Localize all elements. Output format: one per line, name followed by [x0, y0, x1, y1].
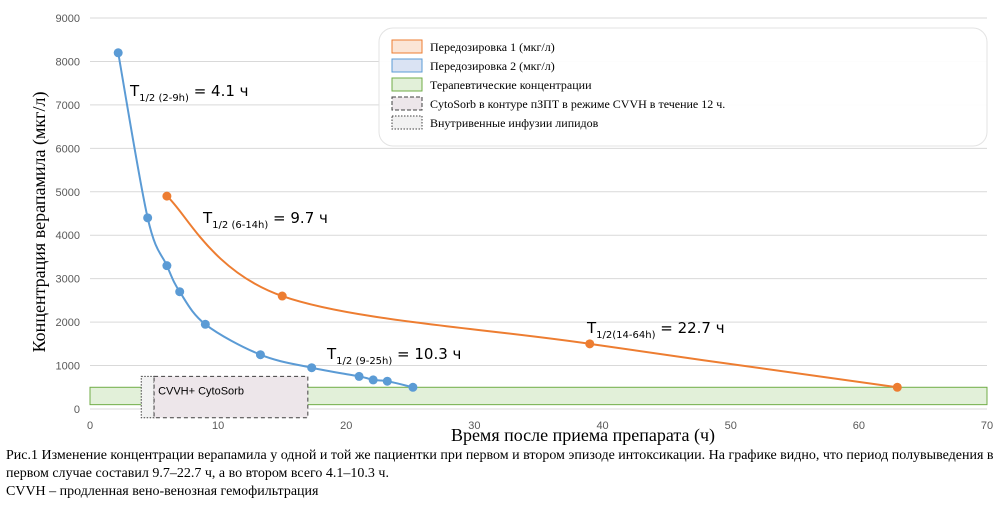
legend-swatch	[391, 77, 423, 92]
x-tick-label: 60	[853, 420, 865, 432]
caption-abbreviation: CVVH – продленная вено-венозная гемофиль…	[6, 484, 319, 499]
figure-caption: Рис.1 Изменение концентрации верапамила …	[6, 447, 1002, 501]
y-tick-label: 8000	[56, 56, 80, 68]
caption-text: Рис.1 Изменение концентрации верапамила …	[6, 448, 994, 481]
therapeutic-band	[89, 386, 988, 406]
data-point-series-2	[307, 363, 317, 373]
data-point-series-2	[382, 376, 392, 386]
tick-labels: 0 1000 2000 3000 4000 5000 6000 7000 8000 9000 0 10…	[56, 13, 994, 432]
data-point-series-1	[162, 191, 172, 201]
series-lines	[113, 48, 902, 392]
chart: CVVH+ CytoSorb 0100020003000400050006000…	[29, 13, 994, 445]
legend-swatch	[391, 39, 423, 54]
data-point-series-1	[892, 382, 902, 392]
lipid-infusion-box	[140, 375, 155, 419]
data-point-series-2	[255, 350, 265, 360]
legend-label: CytoSorb в контуре пЗПТ в режиме CVVH в …	[430, 97, 725, 111]
annotations: T1/2 (2-9h) = 4.1 ч T1/2 (6-14h) = 9.7 ч T…	[129, 82, 725, 367]
x-tick-label: 70	[981, 420, 993, 432]
legend-swatch	[391, 115, 423, 130]
half-life-annotation: T1/2(14-64h) = 22.7 ч	[586, 319, 725, 341]
data-point-series-2	[162, 261, 172, 271]
data-point-series-2	[354, 371, 364, 381]
legend-swatch	[391, 96, 423, 111]
bands: CVVH+ CytoSorb	[89, 375, 988, 419]
y-tick-label: 0	[74, 404, 80, 416]
data-point-series-1	[277, 291, 287, 301]
x-tick-label: 40	[596, 420, 608, 432]
data-point-series-2	[368, 375, 378, 385]
y-tick-label: 6000	[56, 143, 80, 155]
y-tick-label: 3000	[56, 274, 80, 286]
legend: Передозировка 1 (мкг/л) Передозировка 2 (…	[378, 27, 988, 147]
data-point-series-2	[408, 382, 418, 392]
y-tick-label: 9000	[56, 13, 80, 25]
data-point-series-2	[113, 48, 123, 58]
data-point-series-1	[585, 339, 595, 349]
half-life-annotation: T1/2 (2-9h) = 4.1 ч	[129, 82, 249, 104]
y-tick-label: 1000	[56, 361, 80, 373]
x-axis-title: Время после приема препарата (ч)	[451, 425, 715, 445]
data-point-series-2	[200, 319, 210, 329]
x-tick-label: 50	[725, 420, 737, 432]
y-axis-title: Концентрация верапамила (мкг/л)	[29, 92, 50, 353]
y-tick-label: 5000	[56, 187, 80, 199]
x-tick-label: 30	[468, 420, 480, 432]
legend-label: Передозировка 2 (мкг/л)	[430, 59, 555, 73]
data-point-series-2	[143, 213, 153, 223]
y-tick-label: 2000	[56, 317, 80, 329]
y-tick-label: 7000	[56, 100, 80, 112]
cvvh-cytosorb-box	[153, 375, 309, 419]
x-tick-label: 10	[212, 420, 224, 432]
legend-label: Внутривенные инфузии липидов	[430, 116, 599, 130]
legend-frame	[378, 27, 988, 147]
data-point-series-2	[175, 287, 185, 297]
x-tick-label: 20	[340, 420, 352, 432]
legend-label: Терапевтические концентрации	[430, 78, 592, 92]
legend-swatch	[391, 58, 423, 73]
legend-label: Передозировка 1 (мкг/л)	[430, 40, 555, 54]
y-tick-label: 4000	[56, 230, 80, 242]
half-life-annotation: T1/2 (9-25h) = 10.3 ч	[326, 345, 461, 367]
cvvh-cytosorb-label: CVVH+ CytoSorb	[158, 385, 244, 397]
half-life-annotation: T1/2 (6-14h) = 9.7 ч	[202, 209, 328, 231]
series-line-1	[166, 195, 898, 389]
x-tick-label: 0	[87, 420, 93, 432]
